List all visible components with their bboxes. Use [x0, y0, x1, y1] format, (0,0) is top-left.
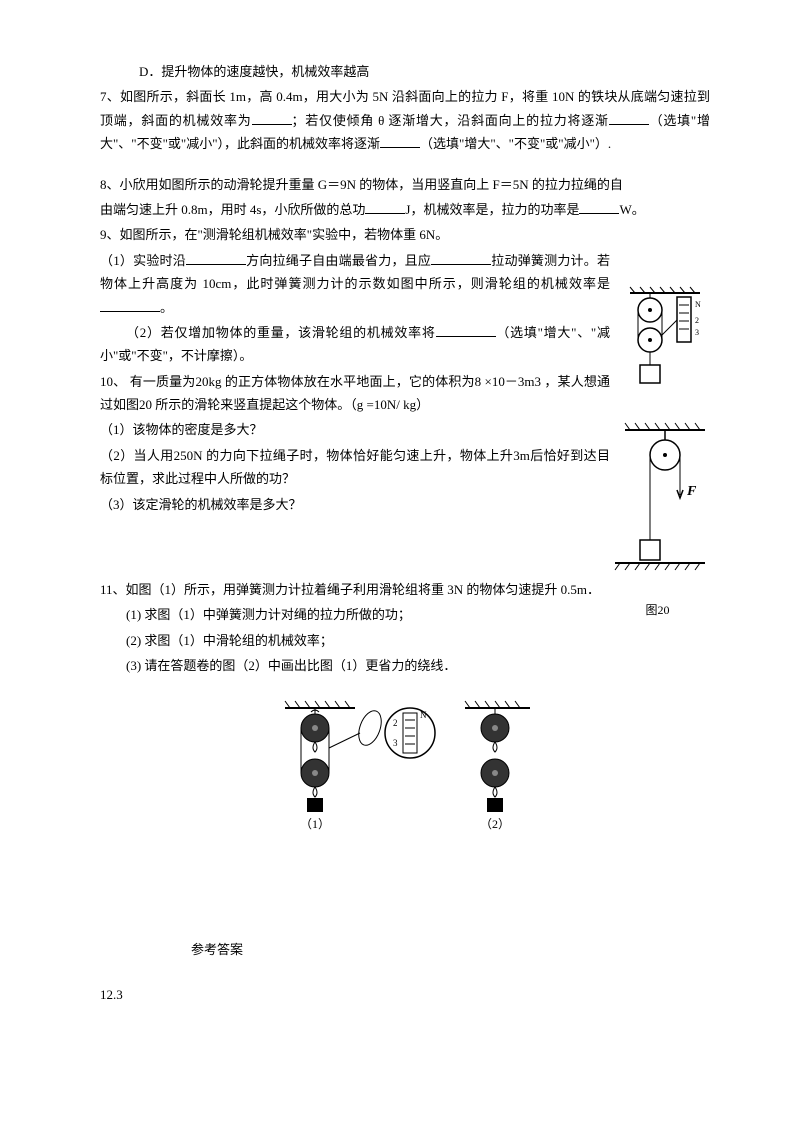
q8-line2: 由端匀速上升 0.8m，用时 4s，小欣所做的总功 J，机械效率是，拉力的功率是 W… [100, 198, 710, 221]
q9-t5: 。 [160, 300, 173, 315]
answer-title: 参考答案 [100, 938, 710, 961]
blank [186, 249, 246, 265]
blank [380, 132, 420, 148]
q7-t4: （选填"增大"、"不变"或"减小"）. [420, 136, 611, 151]
q7-t2: ；若仅使倾角 θ 逐渐增大，沿斜面向上的拉力将逐渐 [292, 113, 609, 128]
q11-sub3: (3) 请在答题卷的图（2）中画出比图（1）更省力的绕线． [100, 654, 710, 677]
q8-t3: J，机械效率是，拉力的功率是 [405, 202, 579, 217]
q9-t6: （2）若仅增加物体的重量，该滑轮组的机械效率将 [126, 325, 436, 340]
blank [436, 321, 496, 337]
blank [100, 296, 160, 312]
q9-line2: （1）实验时沿方向拉绳子自由端最省力，且应拉动弹簧测力计。若物体上升高度为 10… [100, 249, 710, 319]
svg-text:（1）: （1） [300, 817, 330, 831]
blank [579, 198, 619, 214]
svg-text:3: 3 [393, 738, 398, 748]
q8-t4: W。 [619, 202, 644, 217]
figure-pulley-spring: N 2 3 [625, 285, 710, 400]
svg-text:N: N [695, 300, 701, 309]
q7-text: 7、如图所示，斜面长 1m，高 0.4m，用大小为 5N 沿斜面向上的拉力 F，… [100, 85, 710, 155]
svg-text:3: 3 [695, 328, 699, 337]
fixed-pulley-icon: F [605, 420, 710, 600]
pulley-spring-icon: N 2 3 [625, 285, 710, 400]
pulley-comparison-icon: 2 3 N （1） （2） [265, 698, 545, 848]
svg-text:2: 2 [393, 718, 398, 728]
svg-text:2: 2 [695, 316, 699, 325]
answer-section: 12.3 [100, 983, 710, 1006]
figure-pulley-comparison: 2 3 N （1） （2） [265, 698, 545, 848]
blank [365, 198, 405, 214]
blank [431, 249, 491, 265]
q8-line1: 8、小欣用如图所示的动滑轮提升重量 G＝9N 的物体，当用竖直向上 F＝5N 的… [100, 173, 710, 196]
q9-line3: （2）若仅增加物体的重量，该滑轮组的机械效率将（选填"增大"、"减小"或"不变"… [100, 321, 710, 368]
figure-fixed-pulley: F 图20 [605, 420, 710, 600]
svg-text:F: F [686, 484, 697, 499]
svg-text:N: N [420, 710, 427, 720]
blank [609, 109, 649, 125]
q6-option-d: D．提升物体的速度越快，机械效率越高 [100, 60, 710, 83]
q8-t2: 由端匀速上升 0.8m，用时 4s，小欣所做的总功 [100, 202, 365, 217]
q11-sub2: (2) 求图（1）中滑轮组的机械效率； [100, 629, 710, 652]
blank [252, 109, 292, 125]
q9-t2: （1）实验时沿 [100, 253, 186, 268]
q10-line1: 10、 有一质量为20kg 的正方体物体放在水平地面上，它的体积为8 ×10－3… [100, 370, 710, 417]
fig20-label: 图20 [605, 600, 710, 622]
svg-text:（2）: （2） [480, 817, 510, 831]
q9-t3: 方向拉绳子自由端最省力，且应 [246, 253, 431, 268]
q9-line1: 9、如图所示，在"测滑轮组机械效率"实验中，若物体重 6N。 [100, 223, 710, 246]
